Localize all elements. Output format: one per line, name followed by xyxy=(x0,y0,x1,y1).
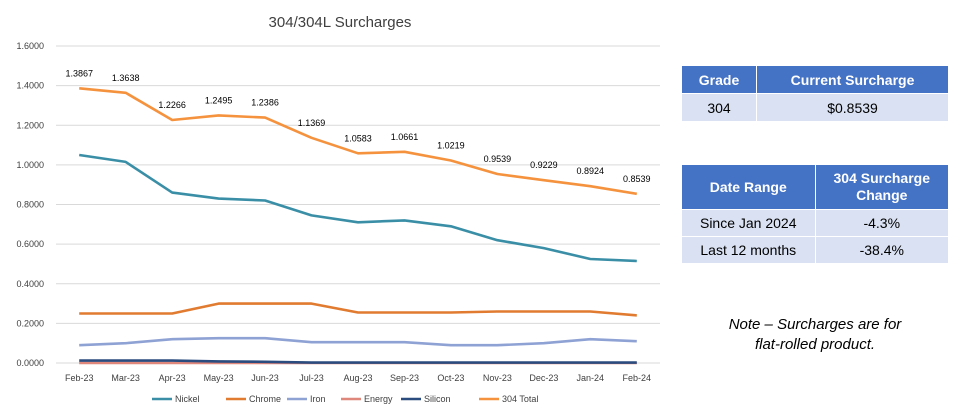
current-surcharge-table: Grade Current Surcharge 304 $0.8539 xyxy=(680,65,949,122)
change-cell: -38.4% xyxy=(814,236,950,264)
current-surcharge-header: Current Surcharge xyxy=(756,65,949,94)
x-tick-label: Feb-23 xyxy=(65,373,94,383)
chart-title: 304/304L Surcharges xyxy=(269,14,412,31)
y-tick-label: 0.6000 xyxy=(16,239,44,249)
grade-header: Grade xyxy=(680,65,758,94)
table-row: 304 $0.8539 xyxy=(680,93,949,122)
table-row: Last 12 months -38.4% xyxy=(681,236,950,264)
x-tick-label: Jun-23 xyxy=(251,373,279,383)
x-tick-label: Nov-23 xyxy=(483,373,512,383)
x-tick-label: Apr-23 xyxy=(159,373,186,383)
data-label: 0.9539 xyxy=(484,154,512,164)
chart-canvas: 304/304L Surcharges 0.0000 0.2000 0.4000 0.6… xyxy=(16,14,660,404)
data-label: 1.1369 xyxy=(298,118,326,128)
legend-label: Silicon xyxy=(424,394,451,404)
surcharge-change-header: 304 Surcharge Change xyxy=(814,164,950,210)
x-tick-label: Oct-23 xyxy=(437,373,464,383)
x-tick-label: Jul-23 xyxy=(299,373,324,383)
series-line-nickel xyxy=(79,153,637,263)
y-tick-label: 0.2000 xyxy=(16,318,44,328)
data-label: 0.8539 xyxy=(623,174,651,184)
y-tick-label: 1.4000 xyxy=(16,81,44,91)
surcharge-change-header-line1: 304 Surcharge xyxy=(833,170,931,186)
y-tick-label: 0.4000 xyxy=(16,279,44,289)
change-cell: -4.3% xyxy=(814,209,950,237)
legend-label: Chrome xyxy=(249,394,281,404)
x-tick-label: May-23 xyxy=(204,373,234,383)
note-line-2: flat-rolled product. xyxy=(754,336,876,353)
y-tick-label: 1.2000 xyxy=(16,120,44,130)
series-line-304-total xyxy=(79,87,638,196)
date-range-header: Date Range xyxy=(681,164,816,210)
surcharge-change-header-line2: Change xyxy=(856,187,908,203)
legend-label: Energy xyxy=(364,394,393,404)
x-tick-label: Feb-24 xyxy=(623,373,652,383)
legend-label: Iron xyxy=(310,394,326,404)
data-label: 0.9229 xyxy=(530,160,558,170)
series-line-chrome xyxy=(79,302,637,317)
table-header-row: Date Range 304 Surcharge Change xyxy=(681,164,950,210)
data-label: 1.3867 xyxy=(65,68,93,78)
series-line-iron xyxy=(79,336,637,347)
note-line-1: Note – Surcharges are for xyxy=(728,316,902,333)
table-header-row: Grade Current Surcharge xyxy=(680,65,949,94)
grade-cell: 304 xyxy=(680,93,758,122)
x-tick-label: Mar-23 xyxy=(111,373,140,383)
x-tick-label: Aug-23 xyxy=(343,373,372,383)
data-label: 1.2386 xyxy=(251,98,279,108)
legend-label: Nickel xyxy=(175,394,200,404)
y-tick-label: 0.0000 xyxy=(16,358,44,368)
y-tick-label: 1.0000 xyxy=(16,160,44,170)
x-tick-label: Jan-24 xyxy=(577,373,605,383)
date-range-cell: Since Jan 2024 xyxy=(681,209,816,237)
current-surcharge-cell: $0.8539 xyxy=(756,93,949,122)
x-tick-label: Dec-23 xyxy=(529,373,558,383)
data-label: 1.3638 xyxy=(112,73,140,83)
surcharge-note: Note – Surcharges are for flat-rolled pr… xyxy=(700,315,930,355)
table-row: Since Jan 2024 -4.3% xyxy=(681,209,950,237)
data-label: 1.2495 xyxy=(205,95,233,105)
legend-label: 304 Total xyxy=(502,394,538,404)
y-tick-label: 0.8000 xyxy=(16,200,44,210)
y-tick-label: 1.6000 xyxy=(16,41,44,51)
surcharge-chart: 304/304L Surcharges 0.0000 0.2000 0.4000 0.6… xyxy=(16,14,660,404)
series-line-silicon xyxy=(79,359,637,364)
data-label: 1.0583 xyxy=(344,133,372,143)
data-label: 1.2266 xyxy=(158,100,186,110)
data-label: 0.8924 xyxy=(577,166,605,176)
date-range-cell: Last 12 months xyxy=(681,236,816,264)
surcharge-change-table: Date Range 304 Surcharge Change Since Ja… xyxy=(681,164,950,264)
data-label: 1.0219 xyxy=(437,141,465,151)
x-tick-label: Sep-23 xyxy=(390,373,419,383)
data-label: 1.0661 xyxy=(391,132,419,142)
